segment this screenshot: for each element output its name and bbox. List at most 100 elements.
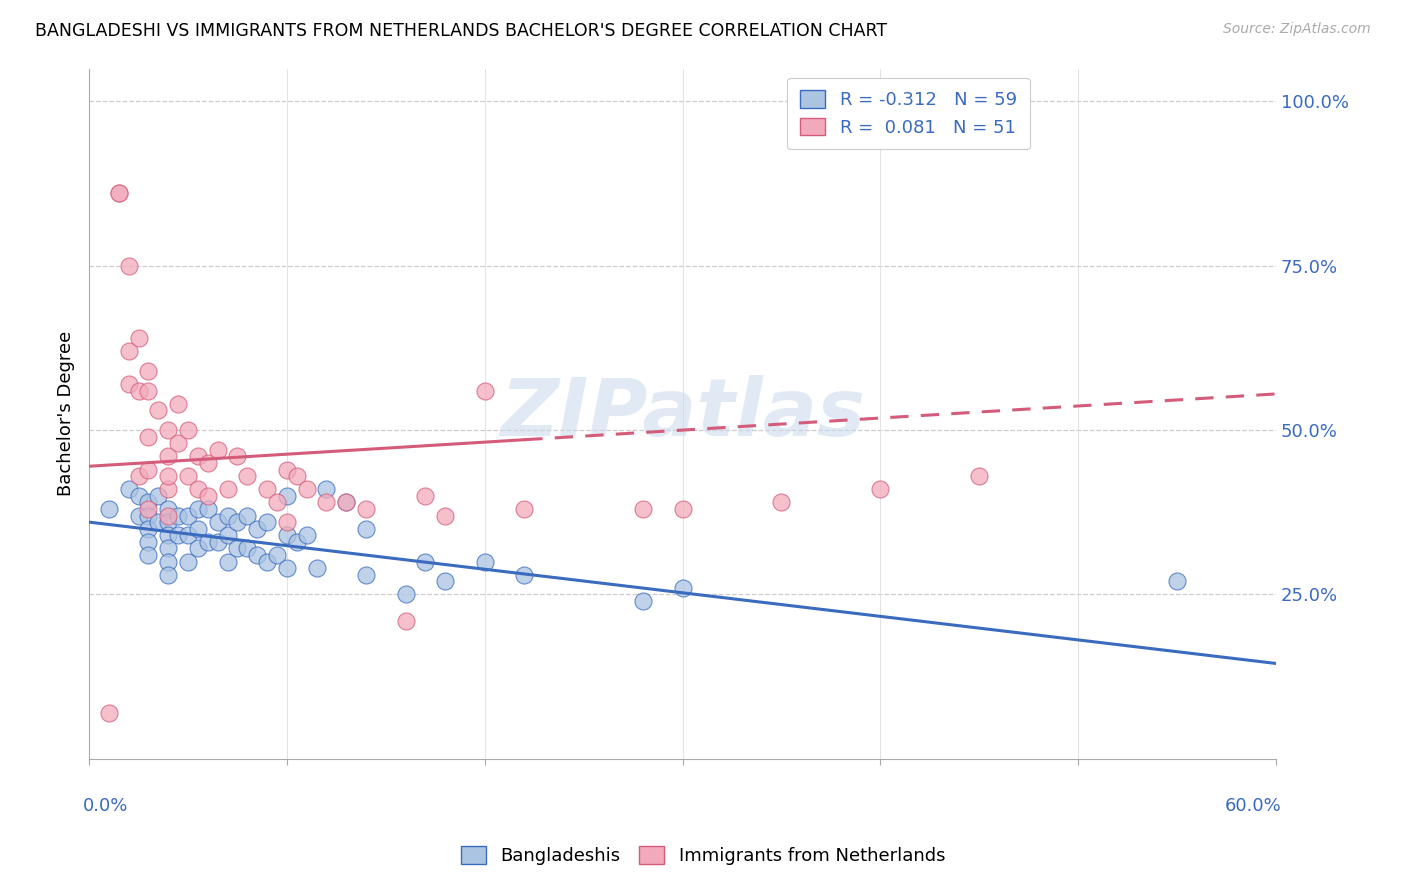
- Point: [197, 502, 219, 516]
- Point: [117, 259, 139, 273]
- Point: [167, 508, 190, 523]
- Point: [967, 469, 990, 483]
- Point: [295, 482, 318, 496]
- Point: [226, 450, 249, 464]
- Point: [1166, 574, 1188, 589]
- Point: [148, 515, 170, 529]
- Point: [513, 567, 536, 582]
- Point: [138, 384, 160, 398]
- Point: [157, 567, 180, 582]
- Point: [207, 534, 229, 549]
- Point: [335, 495, 357, 509]
- Point: [276, 515, 298, 529]
- Text: BANGLADESHI VS IMMIGRANTS FROM NETHERLANDS BACHELOR'S DEGREE CORRELATION CHART: BANGLADESHI VS IMMIGRANTS FROM NETHERLAN…: [35, 22, 887, 40]
- Point: [236, 469, 259, 483]
- Point: [167, 528, 190, 542]
- Point: [157, 482, 180, 496]
- Point: [256, 515, 278, 529]
- Point: [107, 186, 129, 201]
- Point: [256, 555, 278, 569]
- Point: [138, 502, 160, 516]
- Point: [513, 502, 536, 516]
- Point: [117, 344, 139, 359]
- Point: [128, 384, 150, 398]
- Point: [295, 528, 318, 542]
- Point: [354, 522, 377, 536]
- Point: [138, 548, 160, 562]
- Point: [207, 515, 229, 529]
- Point: [138, 534, 160, 549]
- Point: [138, 430, 160, 444]
- Point: [474, 384, 496, 398]
- Y-axis label: Bachelor's Degree: Bachelor's Degree: [58, 331, 75, 496]
- Point: [217, 528, 239, 542]
- Point: [157, 515, 180, 529]
- Point: [474, 555, 496, 569]
- Point: [177, 423, 200, 437]
- Point: [187, 502, 209, 516]
- Point: [148, 403, 170, 417]
- Point: [434, 508, 457, 523]
- Point: [157, 469, 180, 483]
- Point: [177, 528, 200, 542]
- Point: [315, 495, 337, 509]
- Point: [117, 482, 139, 496]
- Point: [394, 614, 416, 628]
- Point: [157, 502, 180, 516]
- Point: [107, 186, 129, 201]
- Point: [246, 522, 269, 536]
- Point: [207, 442, 229, 457]
- Point: [138, 364, 160, 378]
- Point: [226, 541, 249, 556]
- Point: [354, 502, 377, 516]
- Point: [415, 489, 437, 503]
- Point: [276, 489, 298, 503]
- Point: [187, 541, 209, 556]
- Point: [276, 561, 298, 575]
- Point: [415, 555, 437, 569]
- Point: [97, 706, 120, 720]
- Point: [167, 397, 190, 411]
- Point: [226, 515, 249, 529]
- Point: [266, 495, 288, 509]
- Point: [236, 541, 259, 556]
- Point: [148, 489, 170, 503]
- Point: [157, 541, 180, 556]
- Point: [305, 561, 328, 575]
- Point: [315, 482, 337, 496]
- Point: [97, 502, 120, 516]
- Text: ZIPatlas: ZIPatlas: [501, 375, 865, 452]
- Point: [177, 469, 200, 483]
- Point: [217, 482, 239, 496]
- Point: [276, 462, 298, 476]
- Point: [197, 489, 219, 503]
- Point: [157, 423, 180, 437]
- Point: [157, 555, 180, 569]
- Point: [138, 462, 160, 476]
- Point: [138, 522, 160, 536]
- Point: [138, 495, 160, 509]
- Legend: R = -0.312   N = 59, R =  0.081   N = 51: R = -0.312 N = 59, R = 0.081 N = 51: [787, 78, 1029, 150]
- Point: [770, 495, 793, 509]
- Point: [671, 581, 693, 595]
- Point: [128, 469, 150, 483]
- Point: [157, 528, 180, 542]
- Point: [394, 587, 416, 601]
- Point: [187, 450, 209, 464]
- Point: [157, 508, 180, 523]
- Point: [167, 436, 190, 450]
- Point: [434, 574, 457, 589]
- Point: [671, 502, 693, 516]
- Point: [138, 508, 160, 523]
- Point: [256, 482, 278, 496]
- Point: [187, 482, 209, 496]
- Point: [157, 450, 180, 464]
- Text: 0.0%: 0.0%: [83, 797, 128, 814]
- Point: [631, 502, 654, 516]
- Legend: Bangladeshis, Immigrants from Netherlands: Bangladeshis, Immigrants from Netherland…: [451, 838, 955, 874]
- Point: [266, 548, 288, 562]
- Text: Source: ZipAtlas.com: Source: ZipAtlas.com: [1223, 22, 1371, 37]
- Point: [128, 331, 150, 345]
- Point: [354, 567, 377, 582]
- Point: [197, 456, 219, 470]
